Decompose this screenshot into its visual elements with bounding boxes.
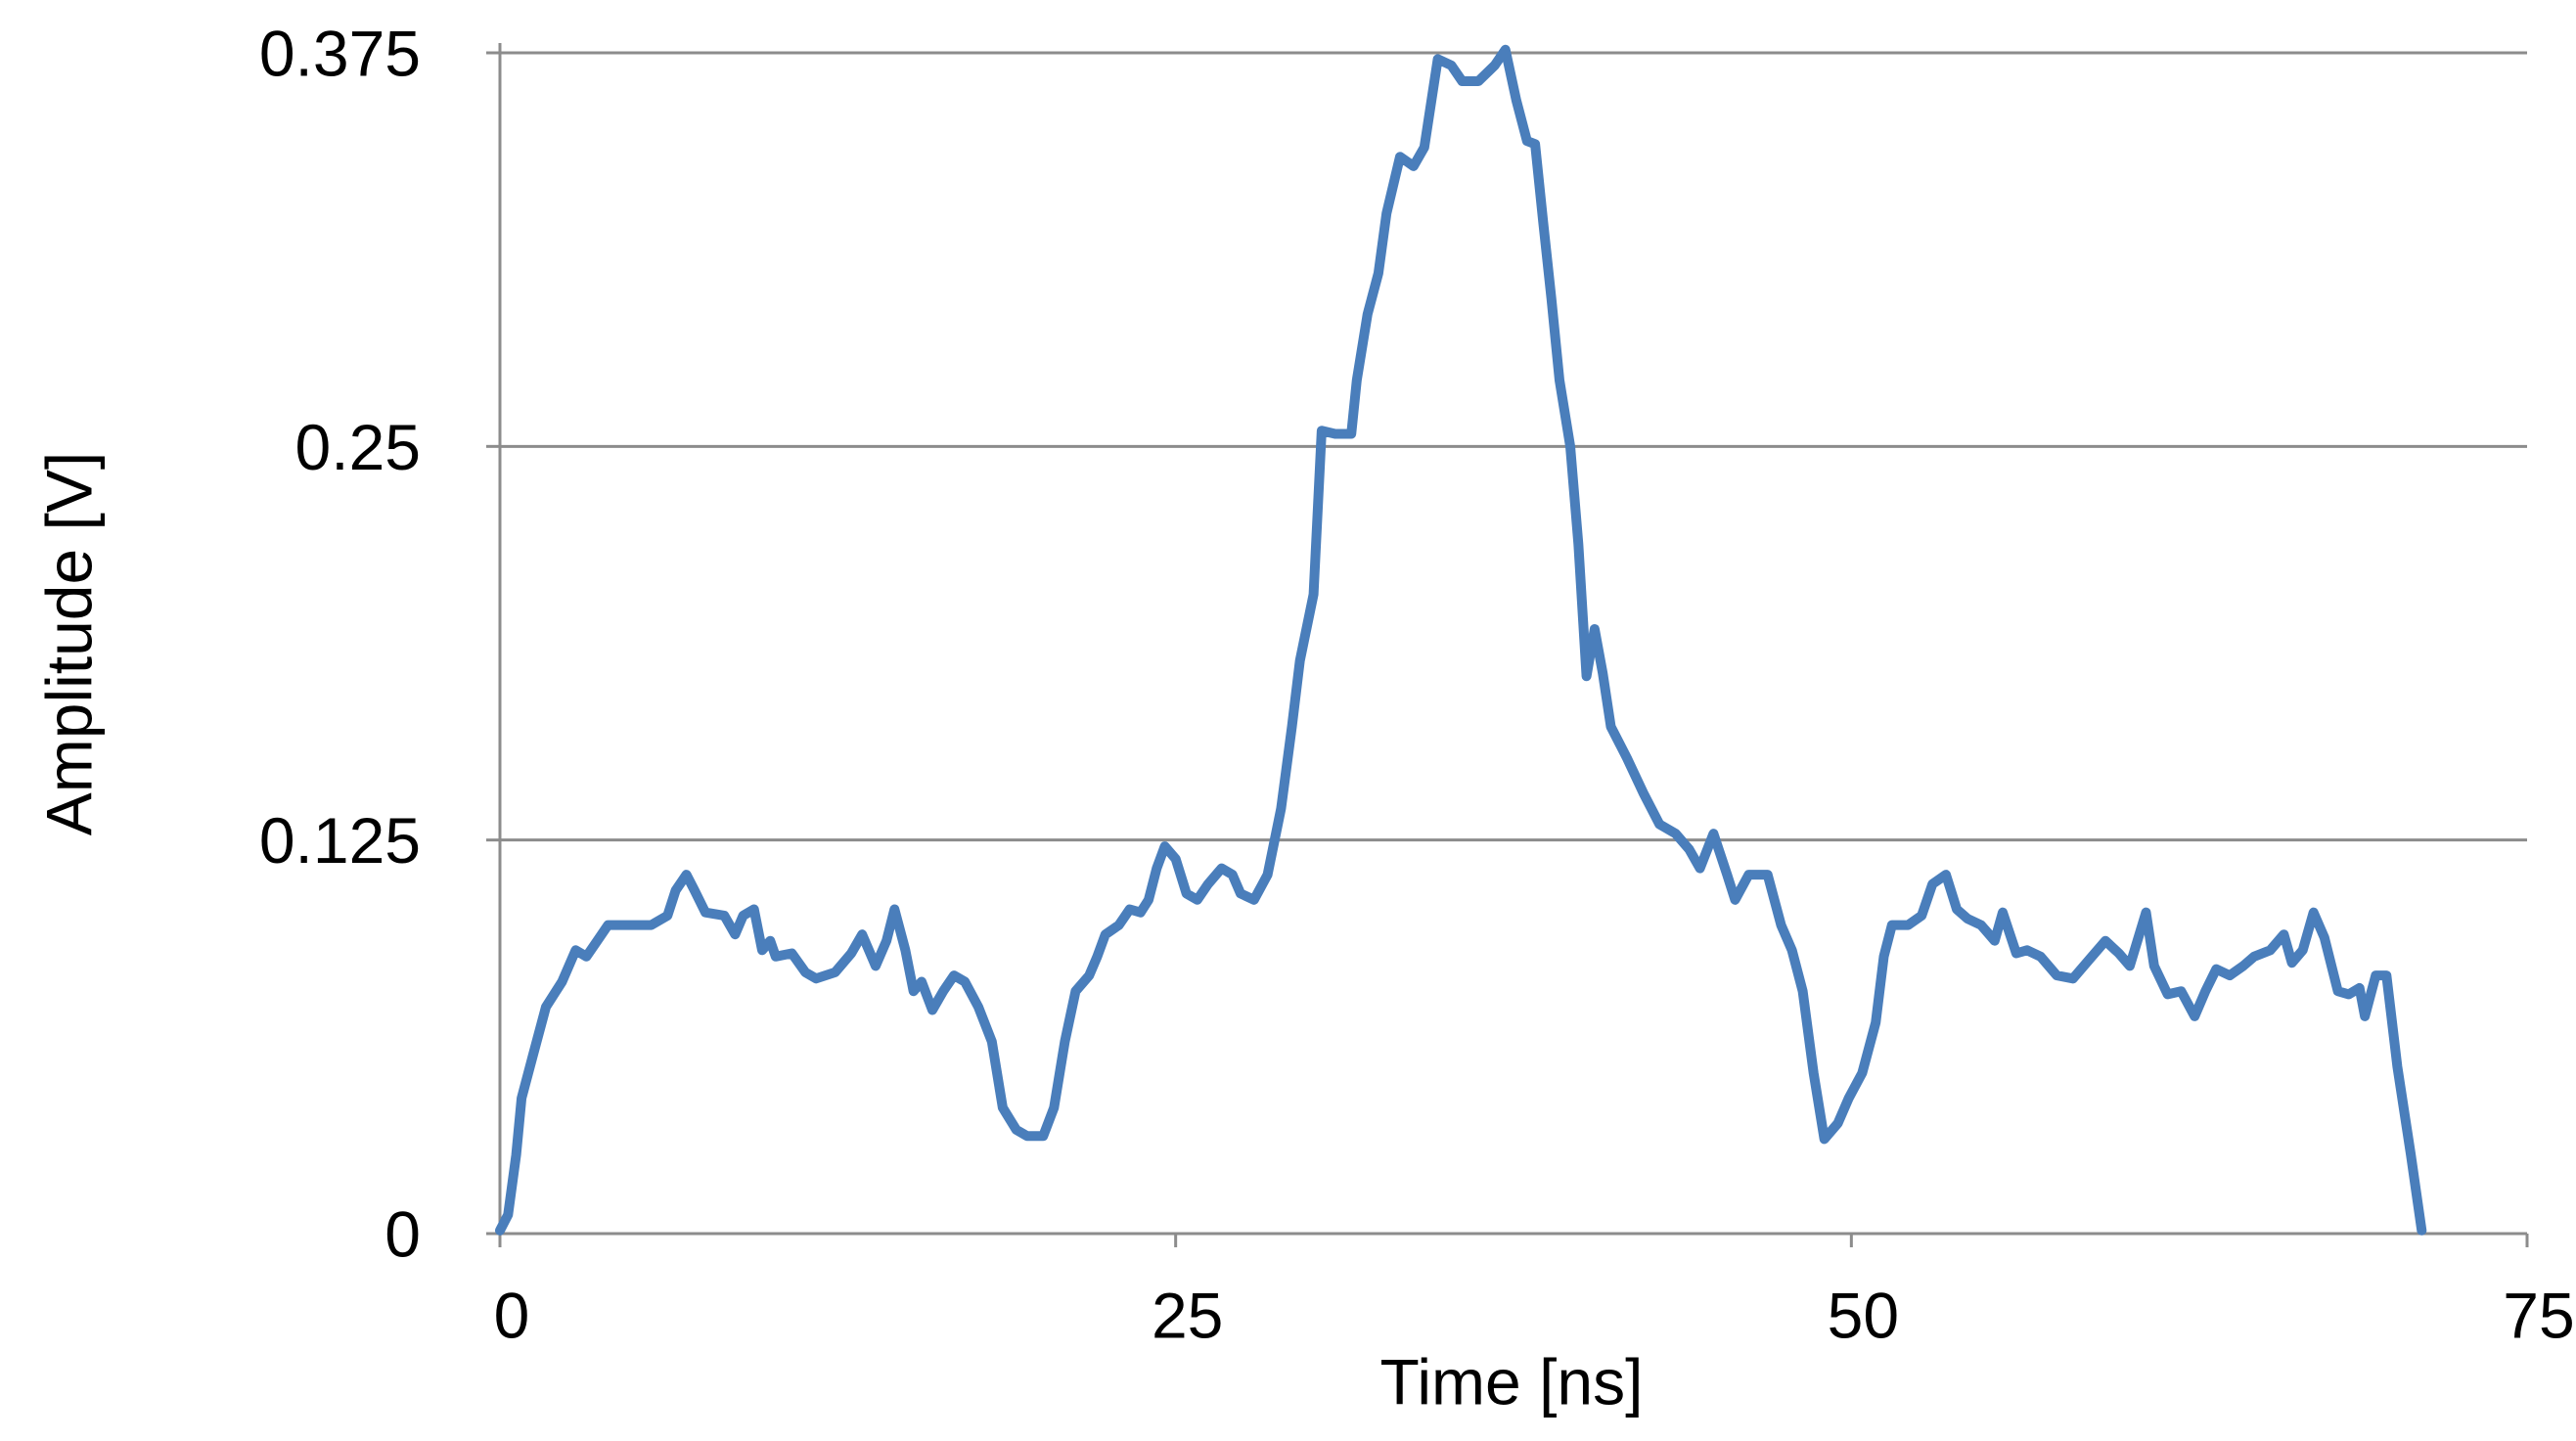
x-tick-label: 50 <box>1828 1279 1899 1351</box>
y-tick-label: 0 <box>384 1197 421 1270</box>
x-tick-label: 25 <box>1152 1279 1223 1351</box>
data-line <box>495 44 2427 1236</box>
y-tick-label: 0.25 <box>295 411 421 483</box>
y-axis-title: Amplitude [V] <box>32 452 105 836</box>
x-tick-label: 0 <box>494 1279 530 1351</box>
y-tick-label: 0.125 <box>259 804 421 877</box>
x-tick-label: 75 <box>2503 1279 2574 1351</box>
x-axis-title: Time [ns] <box>1380 1345 1644 1418</box>
y-tick-label: 0.375 <box>259 17 421 89</box>
